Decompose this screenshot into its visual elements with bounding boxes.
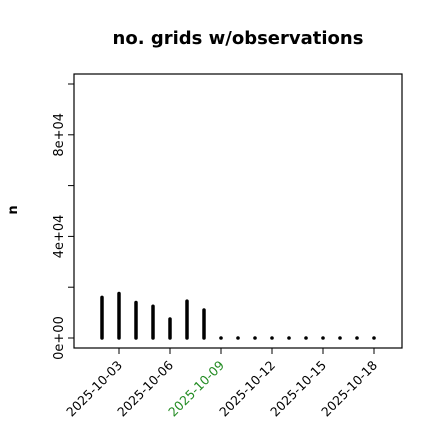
bar (321, 336, 325, 340)
bar (253, 336, 257, 340)
x-axis: 2025-10-032025-10-062025-10-092025-10-12… (63, 348, 380, 419)
bars (100, 291, 376, 340)
bar (355, 336, 359, 340)
bar (372, 336, 376, 340)
y-axis: 0e+00 4e+04 8e+04 (52, 83, 74, 360)
y-tick-label: 8e+04 (52, 113, 67, 157)
bar (219, 336, 223, 340)
y-tick-label: 0e+00 (52, 316, 67, 360)
bar (304, 336, 308, 340)
bar (270, 336, 274, 340)
y-axis-label: n (6, 205, 21, 214)
bar (287, 336, 291, 340)
plot-frame (73, 73, 403, 349)
bar (236, 336, 240, 340)
chart-title: no. grids w/observations (113, 28, 364, 49)
y-tick-label: 4e+04 (52, 215, 67, 259)
bar (338, 336, 342, 340)
